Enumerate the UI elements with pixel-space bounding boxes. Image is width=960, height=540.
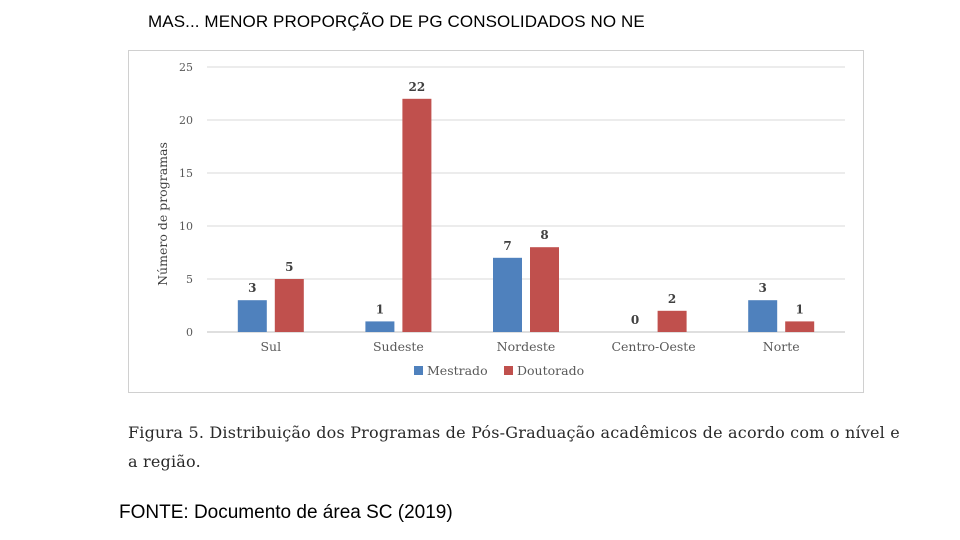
x-category-label: Nordeste [497, 339, 556, 354]
legend-label: Mestrado [427, 363, 488, 378]
x-category-label: Centro-Oeste [611, 339, 695, 354]
data-label: 1 [376, 302, 384, 316]
bar-doutorado-nordeste [530, 247, 559, 332]
data-label: 1 [796, 302, 804, 316]
y-tick-label: 25 [179, 61, 193, 74]
legend-label: Doutorado [517, 363, 584, 378]
legend-swatch [414, 366, 423, 375]
y-tick-label: 20 [179, 114, 193, 127]
bar-mestrado-nordeste [493, 257, 522, 332]
bar-mestrado-norte [748, 300, 778, 332]
y-tick-label: 15 [179, 167, 193, 180]
bar-chart: 0 5 10 15 20 25 3 5 1 22 7 8 0 2 3 1 Sul Sudeste Nordest… [155, 61, 845, 378]
y-tick-label: 0 [186, 326, 193, 339]
y-tick-label: 5 [186, 273, 193, 286]
data-label: 0 [631, 313, 639, 327]
bar-mestrado-sudeste [365, 321, 395, 332]
data-label: 8 [540, 228, 548, 242]
bar-doutorado-norte [785, 321, 815, 332]
y-axis-ticks: 0 5 10 15 20 25 [179, 61, 193, 339]
gridlines [207, 66, 845, 333]
chart-frame: 0 5 10 15 20 25 3 5 1 22 7 8 0 2 3 1 Sul Sudeste Nordest… [128, 50, 864, 393]
legend-swatch [504, 366, 513, 375]
figure-caption: Figura 5. Distribuição dos Programas de … [128, 423, 900, 471]
data-label: 7 [503, 239, 511, 253]
bar-doutorado-centro-oeste [657, 310, 687, 332]
slide-title: MAS... MENOR PROPORÇÃO DE PG CONSOLIDADO… [148, 12, 645, 31]
data-labels: 3 5 1 22 7 8 0 2 3 1 [248, 80, 804, 327]
x-axis-categories: Sul Sudeste Nordeste Centro-Oeste Norte [260, 339, 799, 354]
data-label: 22 [409, 80, 426, 94]
x-category-label: Sul [260, 339, 281, 354]
data-label: 5 [285, 260, 293, 274]
x-category-label: Sudeste [373, 339, 424, 354]
bar-doutorado-sudeste [402, 98, 432, 332]
data-label: 3 [759, 281, 767, 295]
source-note: FONTE: Documento de área SC (2019) [119, 502, 453, 523]
x-category-label: Norte [763, 339, 800, 354]
bar-doutorado-sul [274, 279, 304, 332]
bars [237, 98, 815, 332]
data-label: 2 [668, 292, 676, 306]
y-tick-label: 10 [179, 220, 193, 233]
y-axis-label: Número de programas [155, 142, 170, 286]
legend: Mestrado Doutorado [414, 363, 584, 378]
data-label: 3 [248, 281, 256, 295]
bar-mestrado-sul [237, 300, 267, 332]
